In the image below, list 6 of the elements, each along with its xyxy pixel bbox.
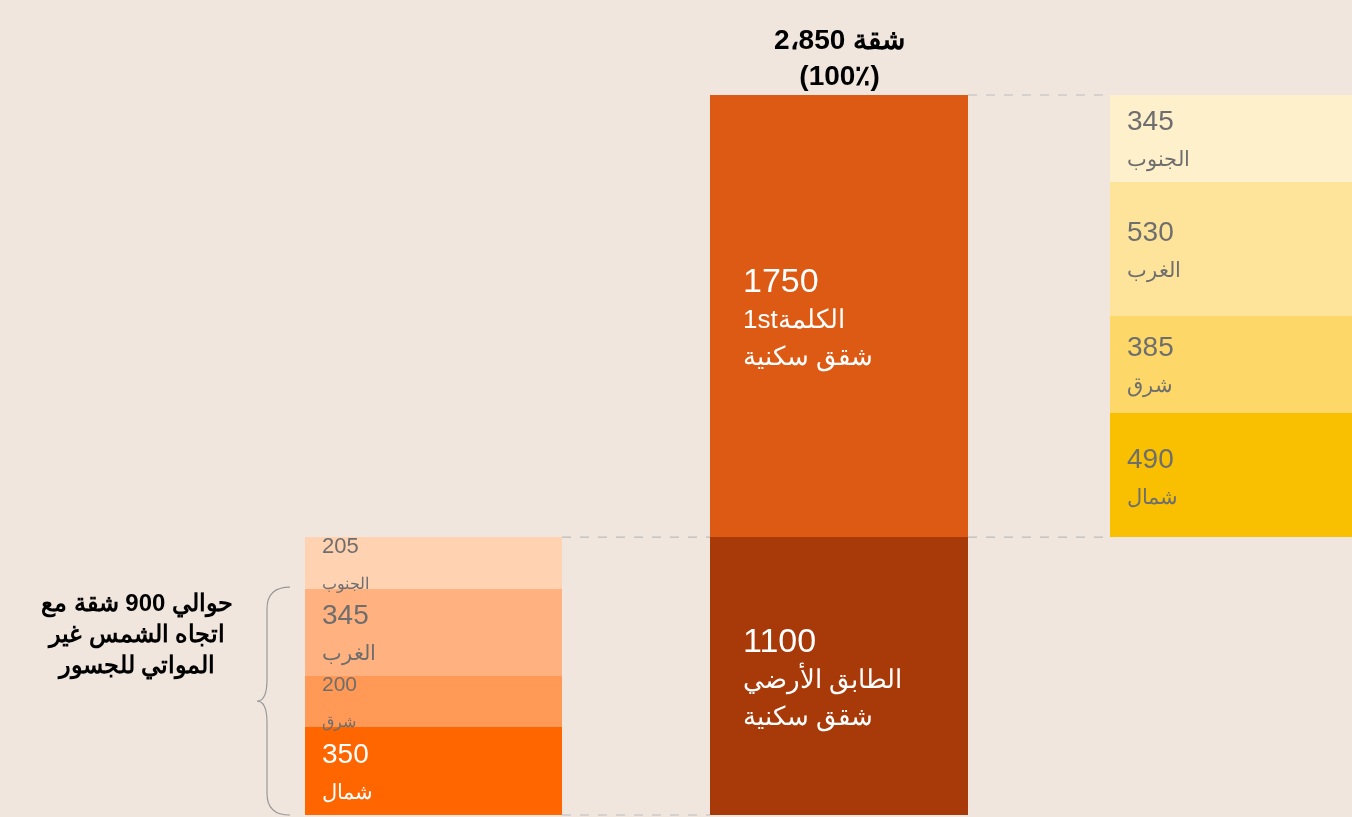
bar: [1110, 95, 1352, 182]
bar: [1110, 182, 1352, 316]
text: حوالي 900 شقة مع اتجاه الشمس غير المواتي للجسور: [41, 589, 234, 681]
bar: [1110, 316, 1352, 413]
bar: [1110, 413, 1352, 537]
total-label: 2،850 شقة (100٪): [774, 24, 906, 92]
